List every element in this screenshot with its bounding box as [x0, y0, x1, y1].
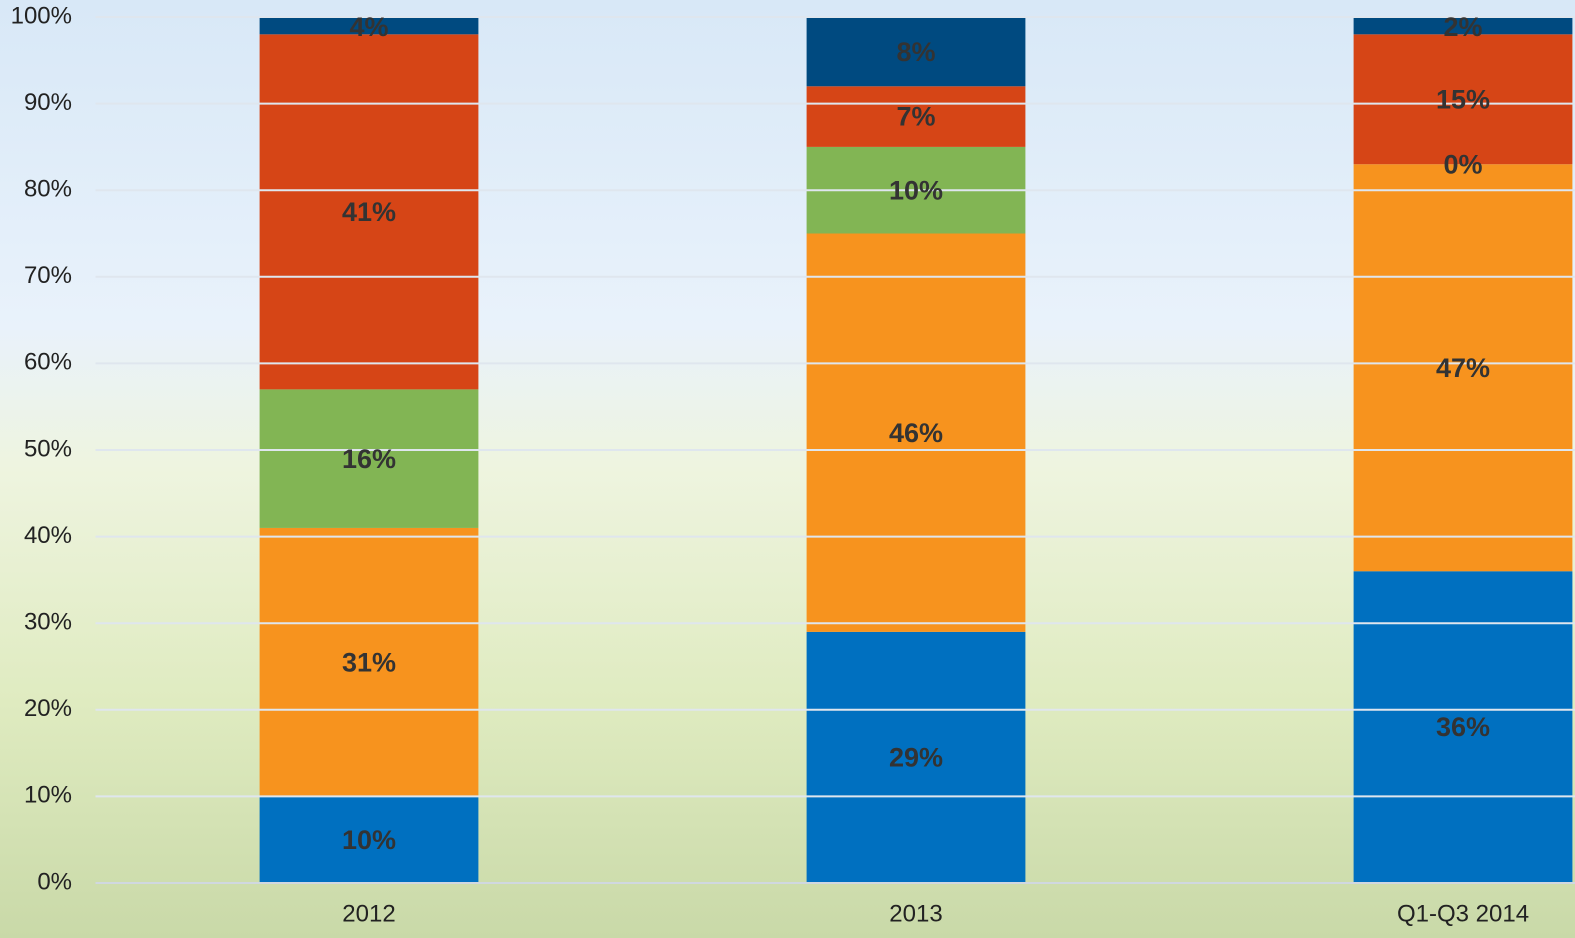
data-label: 36%	[1436, 712, 1490, 742]
y-tick-label: 40%	[24, 522, 72, 549]
bar-segment	[1353, 34, 1573, 165]
y-tick-label: 30%	[24, 609, 72, 636]
y-tick-label: 80%	[24, 176, 72, 203]
bar-segment	[806, 86, 1026, 147]
data-label: 46%	[889, 418, 943, 448]
x-tick-label: Q1-Q3 2014	[1397, 900, 1529, 927]
y-tick-label: 10%	[24, 782, 72, 809]
data-label: 16%	[342, 444, 396, 474]
y-tick-label: 20%	[24, 695, 72, 722]
bar-segment	[806, 17, 1026, 87]
data-label: 10%	[342, 825, 396, 855]
y-tick-label: 50%	[24, 435, 72, 462]
bar-segment	[259, 34, 479, 390]
data-label: 2%	[1443, 12, 1482, 42]
bar-segment	[1353, 164, 1573, 572]
data-label: 8%	[896, 37, 935, 67]
data-label: 41%	[342, 197, 396, 227]
data-label: 7%	[896, 102, 935, 132]
data-label: 29%	[889, 743, 943, 773]
bar-segment	[806, 631, 1026, 883]
bar-segment	[259, 389, 479, 528]
bar-segment	[1353, 17, 1573, 35]
data-label: 15%	[1436, 84, 1490, 114]
y-tick-label: 90%	[24, 89, 72, 116]
bar-segment	[259, 796, 479, 883]
x-tick-label: 2012	[342, 900, 395, 927]
bar-segment	[259, 17, 479, 35]
data-label: 47%	[1436, 353, 1490, 383]
y-tick-label: 60%	[24, 349, 72, 376]
bar-segment	[259, 527, 479, 797]
data-label: 0%	[1443, 149, 1482, 179]
x-tick-label: 2013	[889, 900, 942, 927]
y-tick-label: 0%	[37, 868, 72, 895]
bar-segment	[806, 233, 1026, 632]
data-label: 10%	[889, 175, 943, 205]
y-tick-label: 70%	[24, 262, 72, 289]
data-label: 4%	[349, 12, 388, 42]
plot-area	[259, 17, 1573, 883]
y-tick-label: 100%	[11, 2, 72, 29]
data-label: 31%	[342, 647, 396, 677]
